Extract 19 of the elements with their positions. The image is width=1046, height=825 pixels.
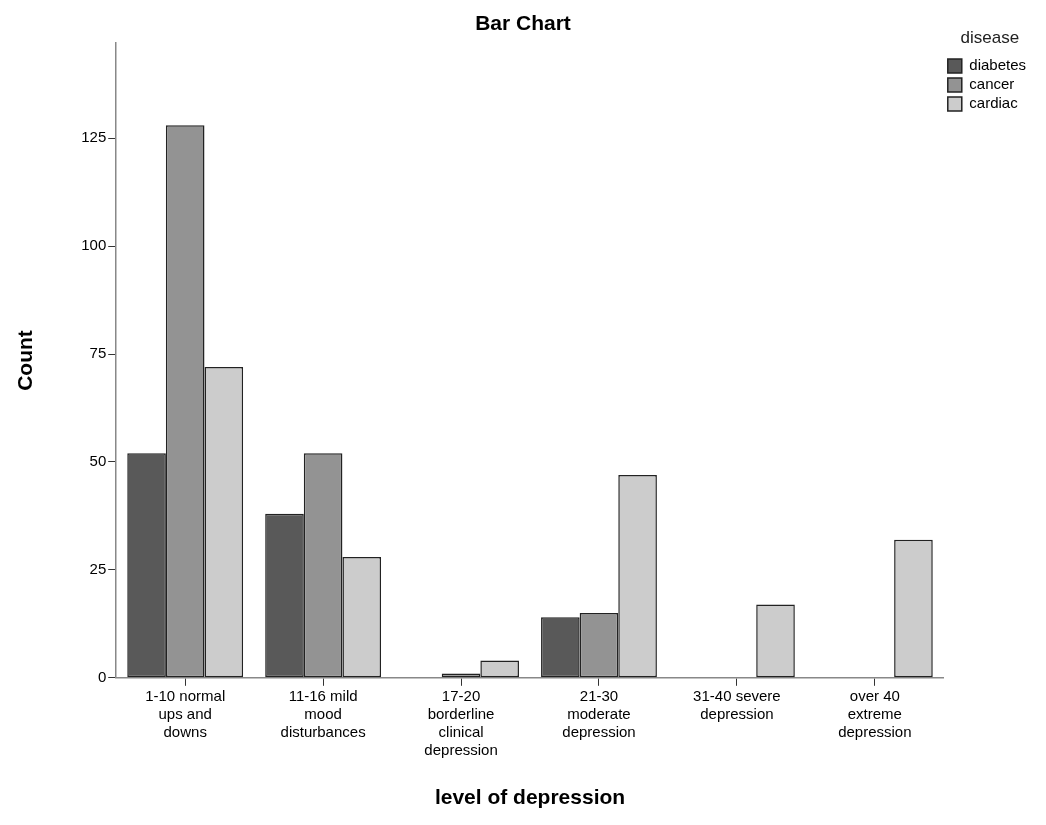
x-tick-label: 1-10 normal ups and downs <box>145 686 226 740</box>
legend-label: cancer <box>969 75 1015 93</box>
y-tick-label: 100 <box>81 236 107 254</box>
y-axis-title: Count <box>13 330 37 391</box>
x-tick-label: 21-30 moderate depression <box>562 686 636 740</box>
y-tick-label: 25 <box>89 560 107 578</box>
y-tick-label: 125 <box>81 128 107 146</box>
y-tick-label: 75 <box>89 344 107 362</box>
x-tick-label: 17-20 borderline clinical depression <box>424 686 498 758</box>
legend-label: diabetes <box>969 56 1027 74</box>
x-axis-title: level of depression <box>434 785 626 809</box>
y-tick-label: 50 <box>89 452 107 470</box>
x-tick-label: 11-16 mild mood disturbances <box>280 686 366 740</box>
y-tick-label: 0 <box>97 667 107 685</box>
chart-title: Bar Chart <box>475 11 571 35</box>
x-tick-label: 31-40 severe depression <box>693 686 781 722</box>
legend-label: cardiac <box>969 94 1019 112</box>
x-tick-label: over 40 extreme depression <box>838 686 912 740</box>
legend-title: disease <box>960 28 1020 48</box>
